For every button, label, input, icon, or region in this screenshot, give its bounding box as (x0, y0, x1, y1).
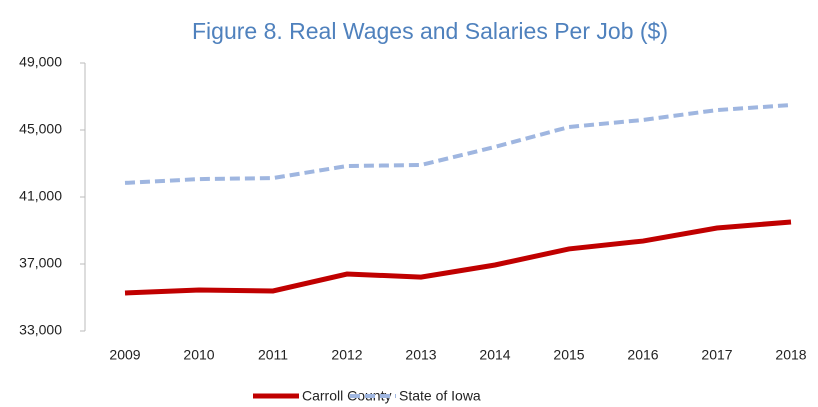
y-tick-label: 49,000 (19, 54, 62, 70)
x-tick-label: 2017 (701, 347, 732, 363)
x-tick-label: 2018 (775, 347, 806, 363)
x-tick-label: 2013 (405, 347, 436, 363)
y-tick-label: 33,000 (19, 322, 62, 338)
x-tick-label: 2010 (183, 347, 214, 363)
legend-label: Carroll County (302, 388, 391, 404)
x-tick-label: 2014 (479, 347, 510, 363)
x-tick-label: 2011 (258, 347, 288, 363)
series-line (124, 103, 792, 185)
series-line (124, 219, 792, 296)
y-tick-label: 37,000 (19, 255, 62, 271)
x-tick-label: 2009 (109, 347, 140, 363)
x-tick-label: 2012 (331, 347, 362, 363)
legend-label: State of Iowa (399, 388, 481, 404)
y-tick-label: 41,000 (19, 188, 62, 204)
x-tick-label: 2016 (627, 347, 658, 363)
y-tick-label: 45,000 (19, 121, 62, 137)
chart-title: Figure 8. Real Wages and Salaries Per Jo… (192, 18, 668, 44)
x-tick-label: 2015 (553, 347, 584, 363)
